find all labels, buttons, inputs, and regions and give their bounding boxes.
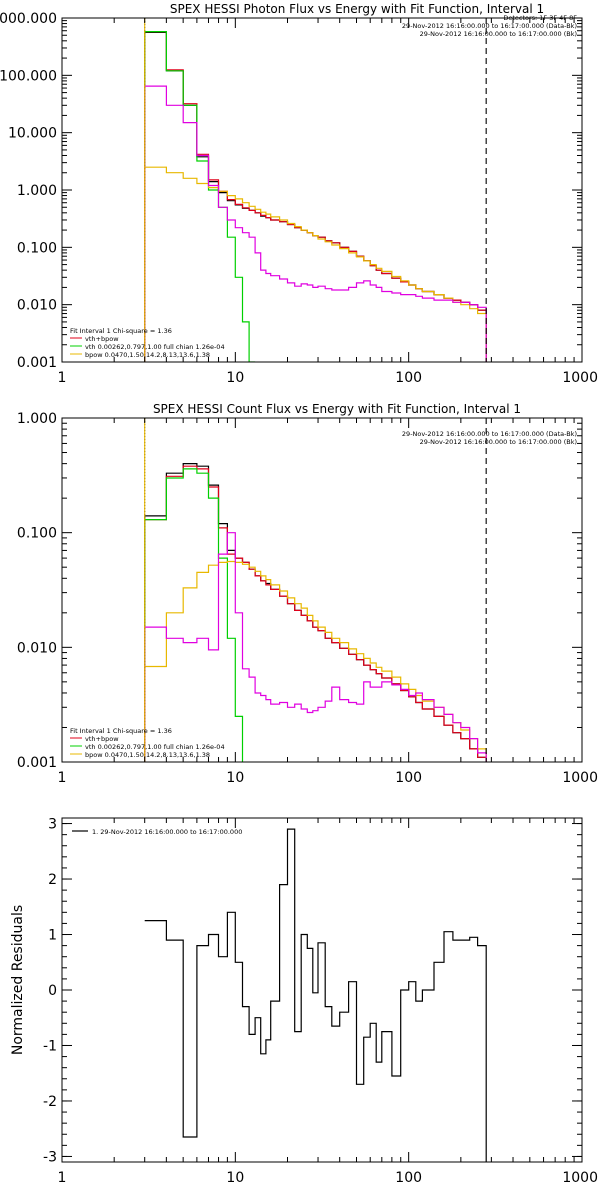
count-series-total (144, 465, 487, 762)
count-plot-frame (61, 417, 583, 763)
photon-legend-line-4: bpow 0.0470,1.50,14.2,8.13,13.6,1.38 (85, 351, 210, 359)
count-flux-panel: SPEX HESSI Count Flux vs Energy with Fit… (17, 402, 598, 786)
count-header-line-1: 29-Nov-2012 16:16:00.000 to 16:17:00.000… (402, 430, 577, 438)
photon-y-tick-label: 1000.000 (0, 11, 57, 27)
photon-boundary-lines (144, 18, 487, 362)
residuals-y-tick-label: 2 (48, 872, 57, 888)
residuals-y-tick-label: 3 (48, 817, 57, 833)
count-header-line-2: 29-Nov-2012 16:16:00.000 to 16:17:00.000… (420, 438, 577, 446)
photon-series-data (144, 31, 487, 362)
photon-y-tick-label: 0.001 (17, 355, 57, 371)
count-boundary-lines (144, 418, 487, 762)
photon-series-group (144, 31, 487, 362)
count-x-tick-label: 1 (58, 770, 67, 786)
count-axes: 1 10 100 1000 0.001 0.010 0.100 1.000 (17, 411, 598, 786)
residuals-legend-line-1: 1. 29-Nov-2012 16:16:00.000 to 16:17:00.… (92, 828, 242, 836)
residuals-x-tick-label: 10 (226, 1170, 244, 1186)
photon-legend-line-3: vth 0.00262,0.797,1.00 full chian 1.26e-… (85, 343, 225, 351)
residuals-series-data (144, 828, 487, 1162)
residuals-y-tick-label: 0 (48, 983, 57, 999)
count-legend-line-1: Fit Interval 1 Chi-square = 1.36 (70, 727, 172, 735)
photon-x-tick-label: 10 (226, 370, 244, 386)
residuals-y-tick-label: 1 (48, 928, 57, 944)
residuals-y-tick-label: -2 (43, 1094, 57, 1110)
photon-x-tick-label: 100 (395, 370, 422, 386)
photon-header-line-2: 29-Nov-2012 16:16:00.000 to 16:17:00.000… (402, 22, 577, 30)
residuals-series-group (144, 828, 487, 1162)
photon-header-line-3: 29-Nov-2012 16:16:00.000 to 16:17:00.000… (420, 30, 577, 38)
photon-series-total (144, 31, 487, 362)
count-legend-line-2: vth+bpow (85, 735, 119, 743)
photon-flux-panel: SPEX HESSI Photon Flux vs Energy with Fi… (0, 2, 598, 386)
photon-y-tick-label: 100.000 (0, 68, 57, 84)
count-y-tick-label: 0.001 (17, 755, 57, 771)
residuals-y-axis-label: Normalized Residuals (10, 905, 26, 1055)
photon-y-tick-label: 1.000 (17, 183, 57, 199)
count-x-tick-label: 1000 (562, 770, 598, 786)
count-legend-line-4: bpow 0.0470,1.50,14.2,8.13,13.6,1.38 (85, 751, 210, 759)
photon-y-tick-label: 0.100 (17, 240, 57, 256)
residuals-panel: Normalized Residuals 1. 29-Nov-2012 16:1… (10, 817, 598, 1186)
photon-series-vth (144, 31, 256, 362)
count-x-tick-label: 100 (395, 770, 422, 786)
residuals-x-tick-label: 100 (395, 1170, 422, 1186)
photon-axes: 1 10 100 1000 0.001 0.010 0.100 1.000 10.000 100.… (0, 11, 598, 386)
residuals-x-tick-label: 1 (58, 1170, 67, 1186)
photon-x-tick-label: 1000 (562, 370, 598, 386)
count-series-bk (144, 532, 487, 762)
photon-plot-frame (61, 17, 583, 363)
residuals-axes: 1 10 100 1000 -3 -2 -1 0 1 2 3 (43, 817, 598, 1186)
count-series-data (144, 463, 487, 762)
photon-legend-line-2: vth+bpow (85, 335, 119, 343)
photon-y-tick-label: 10.000 (8, 126, 57, 142)
photon-series-bk (144, 85, 487, 362)
photon-chart-title: SPEX HESSI Photon Flux vs Energy with Fi… (170, 2, 544, 16)
count-series-bpow (144, 560, 487, 762)
count-series-group (144, 463, 487, 762)
photon-y-tick-label: 0.010 (17, 298, 57, 314)
residuals-y-tick-label: -1 (43, 1038, 57, 1054)
count-y-tick-label: 1.000 (17, 411, 57, 427)
residuals-y-tick-label: -3 (43, 1149, 57, 1165)
photon-legend-line-1: Fit Interval 1 Chi-square = 1.36 (70, 327, 172, 335)
count-x-tick-label: 10 (226, 770, 244, 786)
count-y-tick-label: 0.100 (17, 526, 57, 542)
photon-series-bpow (144, 166, 487, 362)
count-chart-title: SPEX HESSI Count Flux vs Energy with Fit… (153, 402, 521, 416)
residuals-plot-frame (61, 817, 583, 1163)
photon-x-tick-label: 1 (58, 370, 67, 386)
count-series-vth (144, 468, 244, 762)
residuals-x-tick-label: 1000 (562, 1170, 598, 1186)
count-y-tick-label: 0.010 (17, 640, 57, 656)
count-legend-line-3: vth 0.00262,0.797,1.00 full chian 1.26e-… (85, 743, 225, 751)
